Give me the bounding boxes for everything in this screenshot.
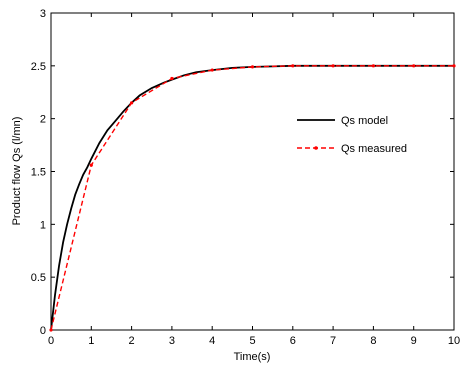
data-point [250,65,255,69]
x-tick-label: 9 [411,335,417,347]
series-layer [49,64,456,332]
x-tick-label: 10 [448,335,460,347]
data-point [331,64,335,68]
data-point [452,64,456,68]
x-axis-label: Time(s) [234,351,271,363]
data-point [170,76,174,81]
x-tick-label: 8 [370,335,376,347]
data-point [130,101,134,105]
y-tick-label: 2.5 [31,61,46,73]
data-point [49,328,53,332]
data-point [412,64,416,68]
data-point [371,64,375,68]
x-tick-label: 6 [290,335,296,347]
y-tick-label: 2 [40,114,46,126]
y-tick-label: 0.5 [31,272,46,284]
axis-ticks: 0 1 2 3 4 5 6 7 8 9 10 0 0.5 1 1.5 2 2.5 3 [31,8,460,347]
y-axis-label: Product flow Qs (l/mn) [11,117,23,226]
x-tick-label: 1 [88,335,94,347]
legend-label: Qs model [341,115,388,127]
data-point [210,68,214,72]
y-tick-label: 1.5 [31,167,46,179]
legend-label: Qs measured [341,143,407,155]
x-tick-label: 2 [129,335,135,347]
x-tick-label: 4 [209,335,215,347]
legend-marker [314,146,318,150]
x-tick-label: 0 [48,335,54,347]
x-tick-label: 7 [330,335,336,347]
plot-area [50,12,455,331]
x-tick-label: 3 [169,335,175,347]
y-tick-label: 3 [40,8,46,20]
data-point [89,163,93,167]
y-tick-label: 0 [40,325,46,337]
data-point [291,64,295,68]
y-tick-label: 1 [40,219,46,231]
x-tick-label: 5 [249,335,255,347]
legend: Qs model Qs measured [297,115,407,155]
